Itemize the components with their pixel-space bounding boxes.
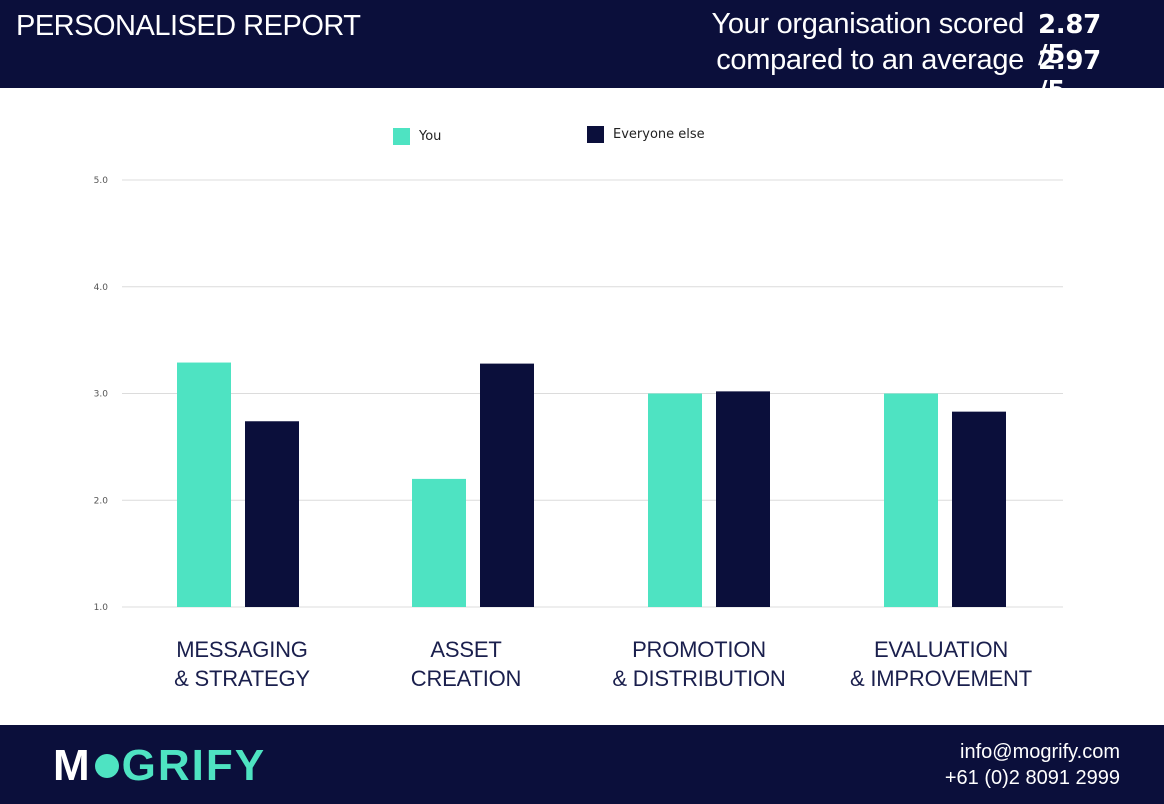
category-label-promotion: PROMOTION & DISTRIBUTION [579,635,819,693]
contact-phone: +61 (0)2 8091 2999 [944,767,1120,789]
bar-you [177,362,231,607]
y-tick-label: 2.0 [94,496,109,506]
organisation-score: Your organisation scored 2.87 /5 [711,8,1134,70]
logo-dot-icon [94,754,119,778]
category-label-line: ASSET [430,637,502,662]
average-score: compared to an average 2.97 /5 [716,44,1134,106]
y-tick-label: 4.0 [94,283,109,293]
y-tick-label: 5.0 [94,176,109,186]
category-label-line: PROMOTION [632,637,766,662]
legend-label-you: You [419,129,442,144]
bar-everyone-else [952,411,1006,607]
chart-plot: 1.0 2.0 3.0 4.0 5.0 [94,176,1063,613]
legend-item-everyone-else: Everyone else [587,126,705,143]
score-value: 2.87 /5 [1038,10,1101,70]
category-label-line: CREATION [410,666,522,691]
category-label-line: MESSAGING [176,637,308,662]
bar-you [648,393,702,607]
contact-info: info@mogrify.com +61 (0)2 8091 2999 [945,739,1120,791]
category-label-line: & IMPROVEMENT [850,666,1032,691]
y-tick-label: 3.0 [94,390,109,400]
bar-everyone-else [480,363,534,607]
report-footer: M GRIFY info@mogrify.com +61 (0)2 8091 2… [0,725,1164,804]
average-label: compared to an average [716,44,1024,76]
legend-swatch-everyone-else [587,126,604,143]
bar-everyone-else [245,421,299,607]
category-label-line: & DISTRIBUTION [612,666,786,691]
category-label-messaging: MESSAGING & STRATEGY [122,635,362,693]
legend-swatch-you [393,128,410,145]
logo-text-end: GRIFY [121,741,267,790]
mogrify-logo[interactable]: M GRIFY [53,741,266,791]
category-label-evaluation: EVALUATION & IMPROVEMENT [821,635,1061,693]
score-label: Your organisation scored [711,8,1024,40]
y-tick-label: 1.0 [94,603,109,613]
contact-email[interactable]: info@mogrify.com [960,741,1120,763]
legend-item-you: You [393,128,441,145]
bar-chart: You Everyone else 1.0 2.0 3.0 4.0 5.0 MESSAG… [0,88,1164,725]
report-header: PERSONALISED REPORT Your organisation sc… [0,0,1164,106]
bar-you [884,393,938,607]
report-title: PERSONALISED REPORT [16,10,361,42]
average-value: 2.97 /5 [1038,46,1101,106]
legend-label-everyone-else: Everyone else [613,127,705,142]
category-label-line: EVALUATION [873,637,1009,662]
bar-everyone-else [716,391,770,607]
bar-you [412,478,466,607]
logo-text-start: M [53,741,92,790]
category-label-line: & STRATEGY [174,666,310,691]
category-label-asset: ASSET CREATION [346,635,586,693]
